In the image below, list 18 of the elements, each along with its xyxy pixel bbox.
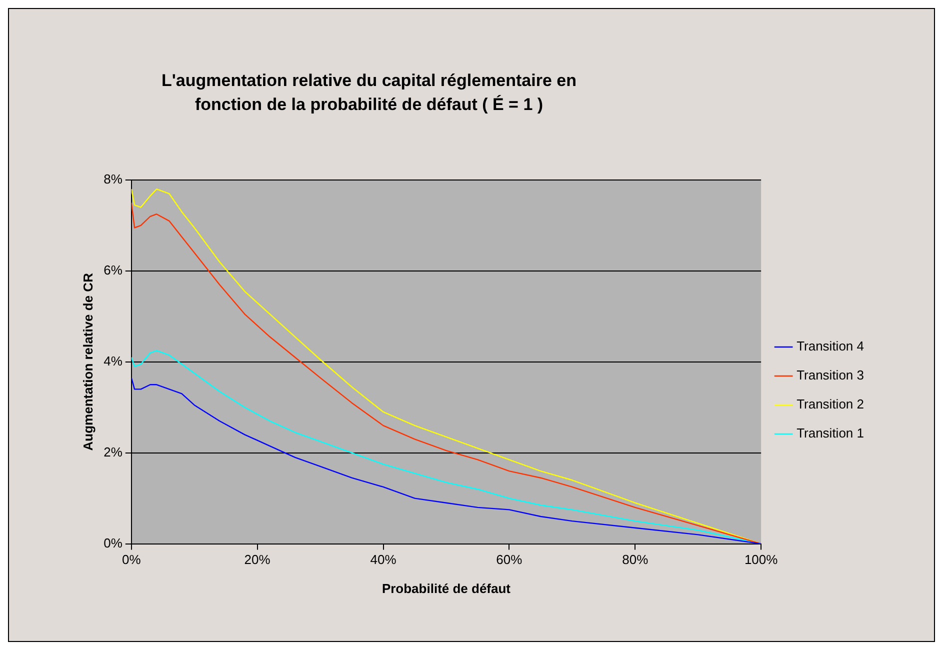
x-tick-label: 80%: [622, 552, 649, 568]
x-tick-label: 100%: [744, 552, 778, 568]
y-axis-title: Augmentation relative de CR: [80, 272, 96, 451]
legend-label: Transition 3: [796, 368, 864, 383]
legend-label: Transition 2: [796, 396, 864, 412]
x-tick-label: 0%: [122, 552, 142, 568]
chart-title: L'augmentation relative du capital réglementaire en fonction de la probabilité de défaut ( É = 1 ): [160, 70, 578, 116]
y-tick-label: 4%: [104, 353, 123, 368]
y-tick-label: 8%: [104, 172, 123, 187]
y-tick-label: 0%: [104, 535, 123, 550]
x-axis-title: Probabilité de défaut: [382, 580, 512, 596]
x-tick-label: 40%: [370, 552, 397, 568]
y-tick-label: 2%: [104, 444, 123, 460]
y-tick-label: 6%: [104, 262, 123, 278]
legend-label: Transition 1: [796, 426, 864, 441]
x-tick-label: 20%: [244, 552, 271, 568]
legend-label: Transition 4: [796, 338, 864, 354]
x-tick-label: 60%: [496, 552, 523, 568]
